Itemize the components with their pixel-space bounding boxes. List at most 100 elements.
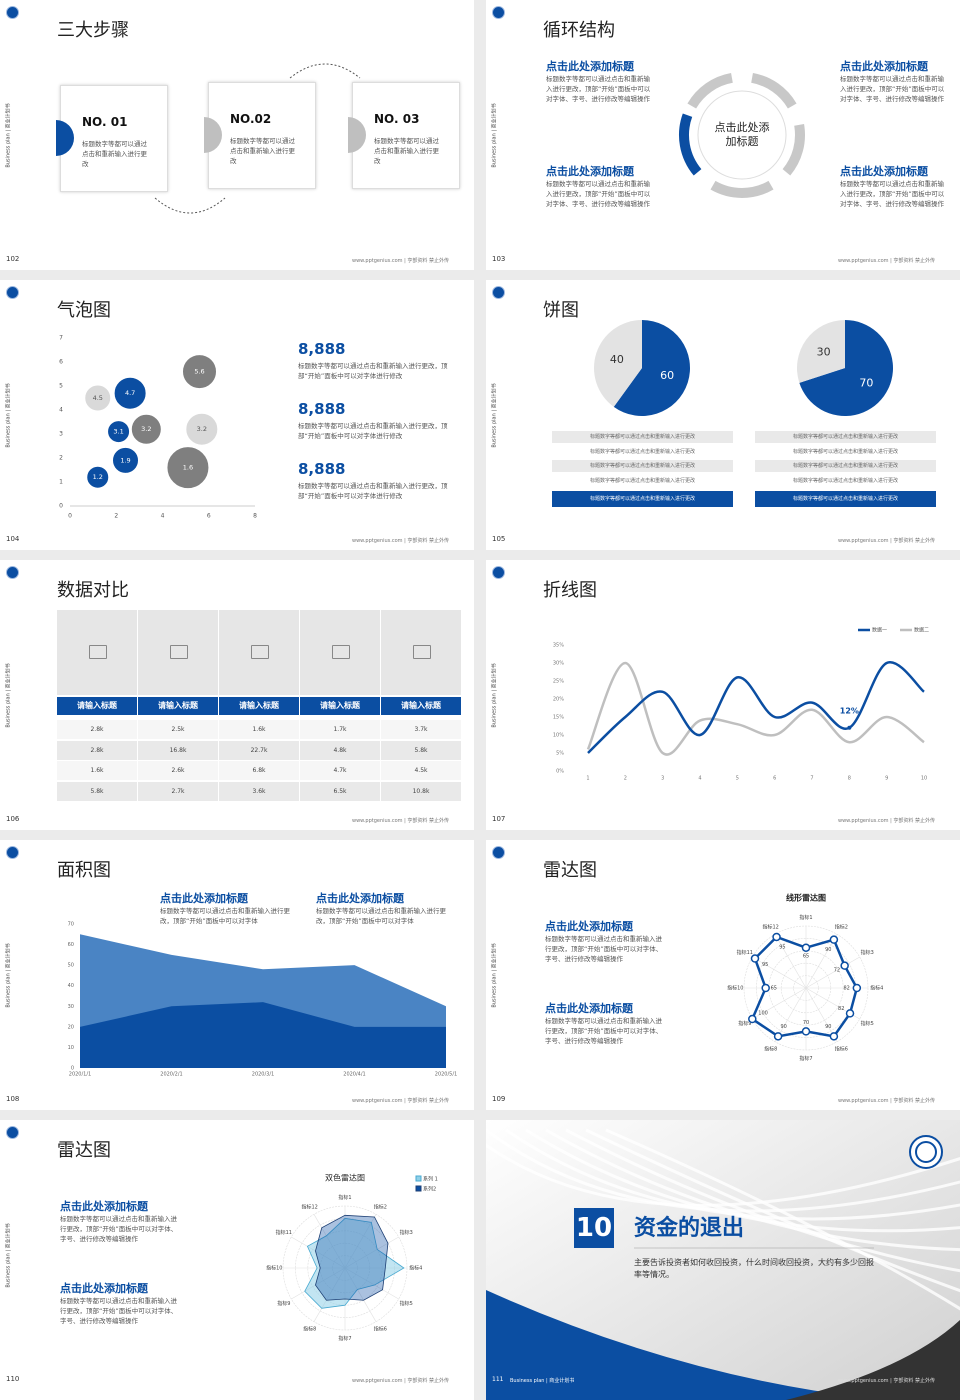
y-tick-label: 30 bbox=[68, 1004, 74, 1010]
bubble bbox=[86, 465, 110, 489]
radar-series bbox=[315, 1214, 389, 1301]
image-icon bbox=[89, 645, 107, 659]
pie-row: 标题数字等都可以通过点击和重新输入进行更改 bbox=[755, 460, 936, 472]
stat-value: 8,888 bbox=[298, 400, 346, 418]
x-tick-label: 8 bbox=[848, 776, 851, 782]
radar-point bbox=[801, 943, 811, 952]
y-tick-label: 10% bbox=[553, 733, 564, 739]
x-tick-label: 5 bbox=[736, 776, 739, 782]
x-tick-label: 2020/3/1 bbox=[252, 1072, 274, 1078]
page-number: 106 bbox=[6, 815, 20, 823]
radar-point bbox=[773, 1032, 783, 1041]
y-tick-label: 30% bbox=[553, 661, 564, 667]
cycle-arrow bbox=[687, 72, 734, 109]
logo bbox=[492, 6, 505, 19]
radar-point bbox=[748, 1014, 757, 1024]
bubble-label: 1.6 bbox=[183, 464, 193, 472]
x-tick-label: 2020/4/1 bbox=[343, 1072, 365, 1078]
y-tick-label: 60 bbox=[68, 942, 74, 948]
y-tick-label: 6 bbox=[59, 359, 63, 366]
legend-label: 数据二 bbox=[914, 627, 929, 634]
dashed-arc bbox=[154, 197, 226, 214]
footer: www.pptgenius.com | 亨部资料 禁止外传 bbox=[352, 1098, 450, 1104]
image-icon bbox=[332, 645, 350, 659]
table-cell: 3.6k bbox=[219, 781, 299, 801]
table-cell: 4.7k bbox=[300, 761, 380, 780]
step-card bbox=[60, 85, 168, 192]
slide-title: 数据对比 bbox=[57, 580, 129, 601]
y-tick-label: 2 bbox=[59, 455, 63, 462]
x-tick-label: 9 bbox=[885, 776, 888, 782]
radar-value-label: 90 bbox=[780, 1024, 786, 1030]
y-tick-label: 1 bbox=[59, 479, 63, 486]
pie-row: 标题数字等都可以通过点击和重新输入进行更改 bbox=[755, 445, 936, 458]
radar-axis-label: 指标4 bbox=[870, 985, 883, 992]
x-tick-label: 10 bbox=[921, 776, 927, 782]
logo bbox=[492, 846, 505, 859]
radar-value-label: 90 bbox=[825, 947, 831, 953]
pie-row: 标题数字等都可以通过点击和重新输入进行更改 bbox=[552, 431, 733, 443]
y-tick-label: 70 bbox=[68, 922, 74, 928]
y-tick-label: 0% bbox=[556, 769, 564, 775]
logo bbox=[6, 1126, 19, 1139]
radar-axis-label: 指标5 bbox=[400, 1300, 413, 1307]
block-heading: 点击此处添加标题 bbox=[546, 165, 634, 178]
y-tick-label: 40 bbox=[68, 983, 74, 989]
chart-layer bbox=[679, 72, 805, 198]
bubble bbox=[130, 413, 162, 445]
x-tick-label: 3 bbox=[661, 776, 664, 782]
x-tick-label: 4 bbox=[161, 513, 165, 520]
table-cell: 2.6k bbox=[138, 761, 218, 780]
table-cell: 16.8k bbox=[138, 740, 218, 760]
page-number: 104 bbox=[6, 535, 20, 543]
swoosh-line bbox=[585, 1128, 960, 1293]
bubble-label: 3.2 bbox=[141, 425, 151, 433]
pie-row: 标题数字等都可以通过点击和重新输入进行更改 bbox=[755, 491, 936, 507]
table-cell: 10.8k bbox=[381, 781, 461, 801]
radar-axis-label: 指标11 bbox=[276, 1229, 292, 1236]
x-tick-label: 4 bbox=[698, 776, 701, 782]
bubble bbox=[112, 446, 139, 474]
swoosh-line bbox=[605, 1128, 960, 1311]
swoosh-line bbox=[545, 1128, 960, 1252]
radar-point bbox=[750, 954, 760, 963]
radar-axis-label: 指标3 bbox=[400, 1229, 413, 1236]
radar-value-label: 72 bbox=[834, 968, 840, 974]
x-tick-label: 0 bbox=[68, 513, 72, 520]
block-text: 标题数字等都可以通过点击和重新输入进行更改，顶部“开始”面板中可以对字体 bbox=[316, 907, 446, 925]
block-heading: 点击此处添加标题 bbox=[546, 60, 634, 73]
radar-axis-label: 指标10 bbox=[266, 1265, 282, 1272]
radar-point bbox=[829, 1032, 839, 1041]
legend-swatch bbox=[415, 1185, 422, 1192]
pie-label: 70 bbox=[859, 377, 873, 390]
block-text: 标题数字等都可以通过点击和重新输入进行更改，顶部“开始”面板中可以对字体、字号、… bbox=[545, 1017, 663, 1045]
table-cell: 3.7k bbox=[381, 720, 461, 739]
bubble-label: 1.2 bbox=[93, 473, 103, 481]
cycle-arrow bbox=[750, 72, 797, 109]
side-label: Business plan | 商业计划书 bbox=[510, 1378, 575, 1384]
radar-axis-label: 指标5 bbox=[861, 1020, 874, 1027]
x-tick-label: 8 bbox=[253, 513, 257, 520]
step-half-circle bbox=[204, 117, 222, 153]
image-icon bbox=[413, 645, 431, 659]
radar-axis-label: 指标10 bbox=[727, 985, 743, 992]
area-series bbox=[80, 1002, 446, 1068]
table-header: 请输入标题 bbox=[219, 697, 299, 715]
chart-layer: 0 1 2 3 4 5 6 7 0 2 4 6 8 1.2 1.9 3.1 3.2 4.5 4.7 1.6 3.2 5.6 bbox=[59, 335, 257, 520]
y-tick-label: 5% bbox=[556, 751, 564, 757]
table-cell: 2.8k bbox=[57, 740, 137, 760]
y-tick-label: 0 bbox=[71, 1066, 74, 1072]
radar-spoke bbox=[774, 934, 807, 989]
radar-point bbox=[761, 983, 770, 993]
footer: www.pptgenius.com | 亨部资料 禁止外传 bbox=[838, 818, 936, 824]
radar-point bbox=[840, 961, 849, 970]
slide-title: 循环结构 bbox=[543, 20, 615, 41]
logo-inner bbox=[915, 1141, 937, 1163]
section-title: 资金的退出 bbox=[634, 1216, 745, 1241]
center-text: 点击此处添加标题 bbox=[714, 121, 770, 148]
block-text: 标题数字等都可以通过点击和重新输入进行更改，顶部“开始”面板中可以对字体 bbox=[160, 907, 290, 925]
image-placeholder bbox=[219, 610, 299, 695]
y-tick-label: 7 bbox=[59, 335, 63, 342]
stat-text: 标题数字等都可以通过点击和重新输入进行更改，顶部“开始”面板中可以对字体进行修改 bbox=[298, 482, 448, 500]
